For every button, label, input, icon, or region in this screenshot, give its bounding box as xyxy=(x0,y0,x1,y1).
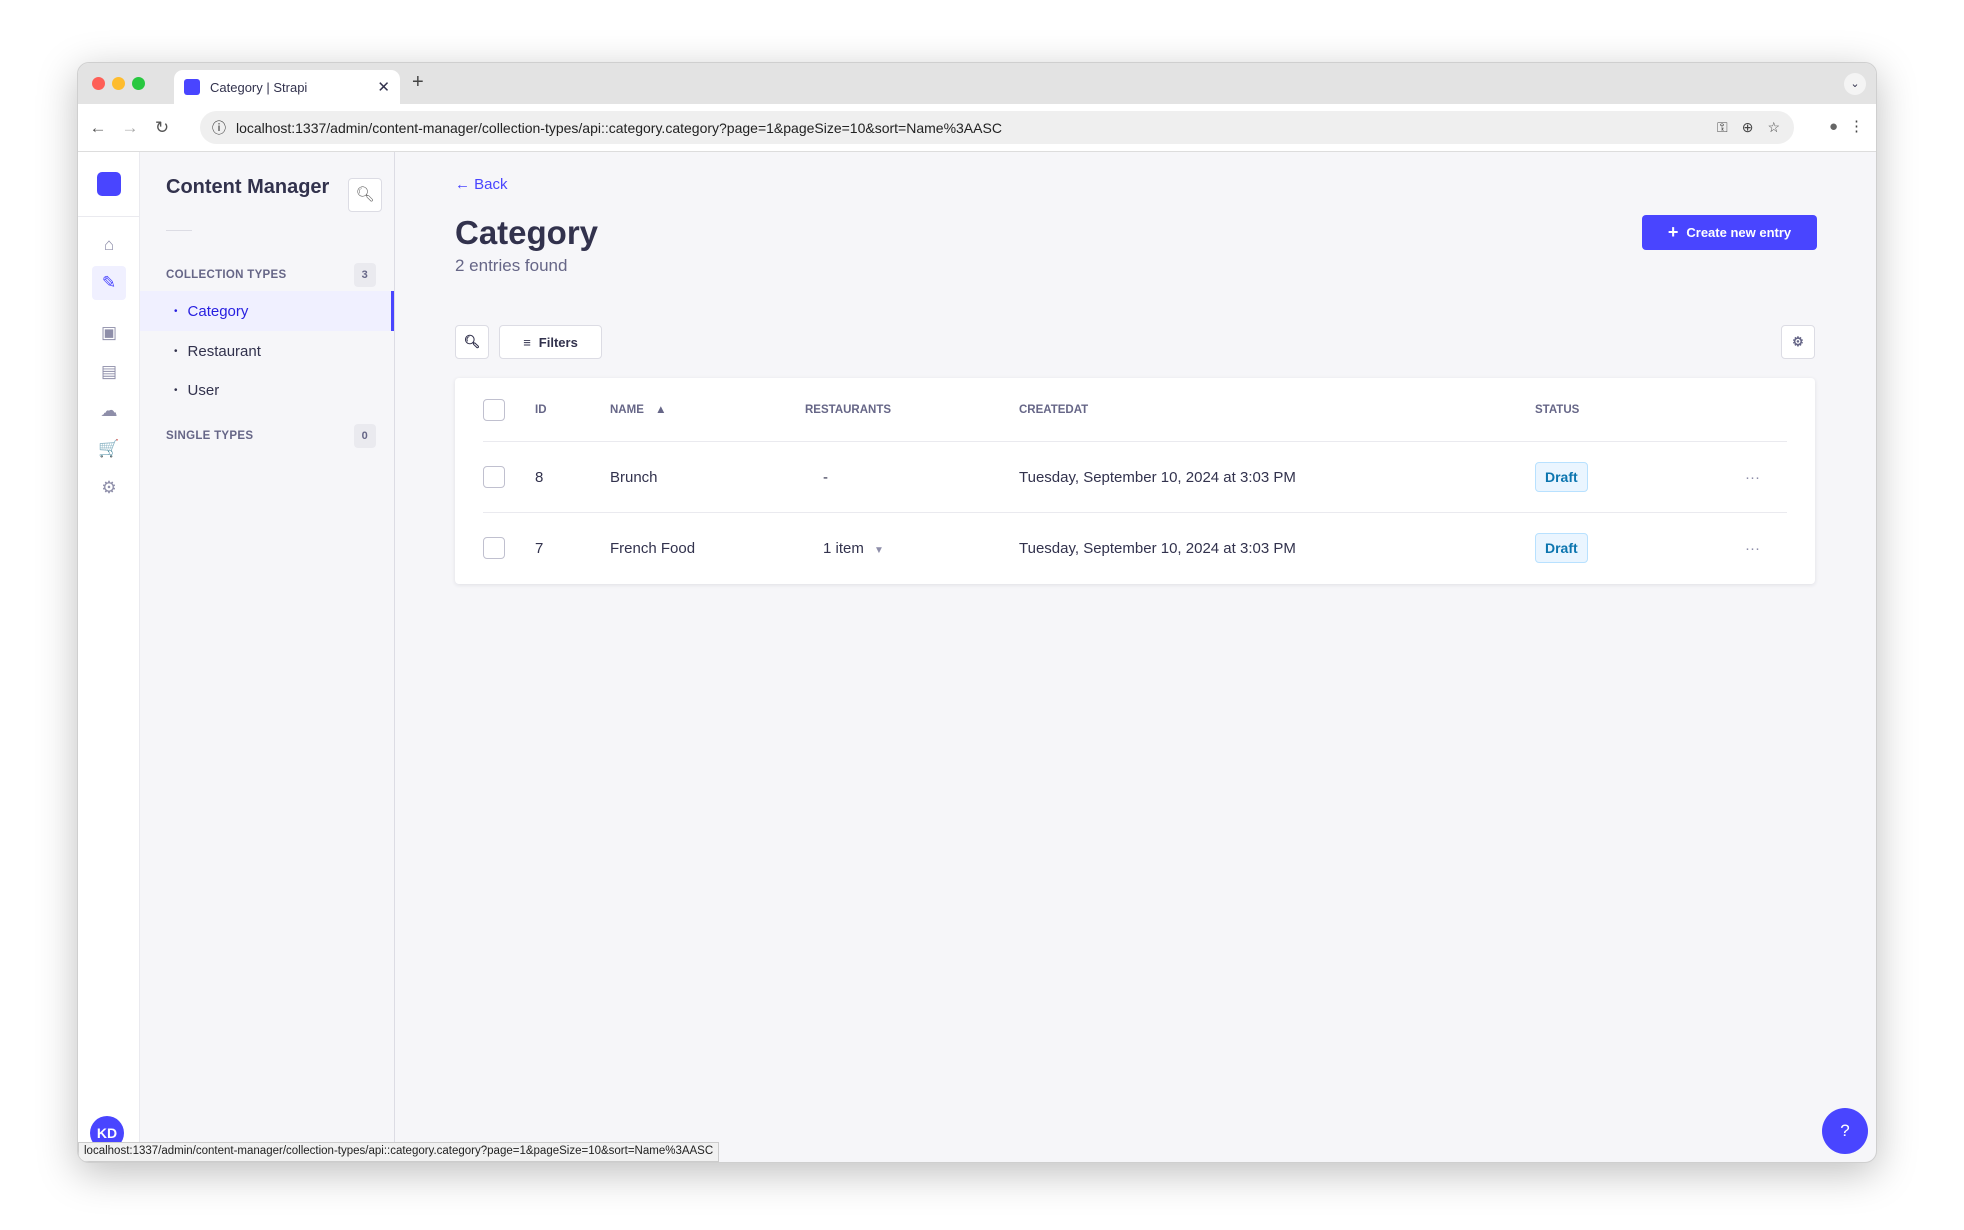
cell-name: French Food xyxy=(610,539,696,557)
sidebar-search-button[interactable]: 🔍︎ xyxy=(348,178,382,212)
cell-name: Brunch xyxy=(610,468,658,486)
close-window-button[interactable] xyxy=(92,77,105,90)
tab-search-chevron-icon[interactable]: ⌄ xyxy=(1844,73,1866,95)
sidebar-item-label: User xyxy=(187,381,220,399)
single-types-header: SINGLE TYPES 0 xyxy=(166,424,376,448)
filters-button[interactable]: ≡ Filters xyxy=(499,325,602,359)
chevron-down-icon: ▼ xyxy=(874,544,884,556)
forward-arrow-icon[interactable]: → xyxy=(121,117,139,137)
browser-tab[interactable]: Category | Strapi ✕ xyxy=(174,70,400,104)
section-label: COLLECTION TYPES xyxy=(166,269,287,281)
main-content: ← Back Category 2 entries found + Create … xyxy=(395,152,1876,1162)
tab-title: Category | Strapi xyxy=(210,79,308,95)
search-icon: 🔍︎ xyxy=(463,334,481,349)
sidebar-item-label: Restaurant xyxy=(187,342,261,360)
gear-icon: ⚙ xyxy=(1792,334,1804,349)
sidebar-item-restaurant[interactable]: • Restaurant xyxy=(174,342,261,360)
back-label: Back xyxy=(474,176,508,193)
restaurants-dropdown[interactable]: 1 item ▼ xyxy=(823,540,884,557)
cloud-icon[interactable]: ☁ xyxy=(100,401,118,420)
table-row[interactable]: 8 Brunch - Tuesday, September 10, 2024 a… xyxy=(483,441,1787,512)
main-nav: ⌂ ✎ ▣ ▤ ☁ 🛒 ⚙ KD xyxy=(78,152,140,1162)
strapi-logo[interactable] xyxy=(97,172,121,196)
marketplace-icon[interactable]: 🛒 xyxy=(98,439,120,458)
content-manager-sidebar: Content Manager 🔍︎ COLLECTION TYPES 3 • Ca… xyxy=(140,152,395,1162)
entries-count: 2 entries found xyxy=(455,256,568,275)
media-library-icon[interactable]: ▣ xyxy=(100,323,118,342)
url-text: localhost:1337/admin/content-manager/col… xyxy=(236,119,1002,136)
cell-createdat: Tuesday, September 10, 2024 at 3:03 PM xyxy=(1019,539,1296,557)
row-checkbox[interactable] xyxy=(483,466,505,488)
status-bar-url: localhost:1337/admin/content-manager/col… xyxy=(78,1142,720,1162)
list-settings-button[interactable]: ⚙ xyxy=(1781,325,1815,359)
new-tab-icon[interactable]: + xyxy=(412,71,424,93)
help-button[interactable]: ? xyxy=(1822,1108,1868,1154)
content-manager-icon[interactable]: ✎ xyxy=(92,266,126,300)
header-id[interactable]: ID xyxy=(535,403,547,416)
cell-id: 7 xyxy=(535,539,544,557)
status-badge: Draft xyxy=(1535,533,1588,563)
key-icon[interactable]: ⚿ xyxy=(1717,119,1728,135)
section-label: SINGLE TYPES xyxy=(166,430,254,442)
info-icon: ⓘ xyxy=(212,119,226,136)
sort-ascending-icon: ▲ xyxy=(655,403,667,416)
sidebar-title: Content Manager xyxy=(166,176,330,198)
address-bar: ← → ↻ ⓘ localhost:1337/admin/content-mana… xyxy=(78,104,1876,152)
header-label: NAME xyxy=(610,403,644,416)
minimize-window-button[interactable] xyxy=(112,77,125,90)
settings-icon[interactable]: ⚙ xyxy=(101,478,117,497)
collection-types-header: COLLECTION TYPES 3 xyxy=(166,263,376,287)
browser-menu-icon[interactable]: ⋮ xyxy=(1849,118,1864,135)
sidebar-item-label: Category xyxy=(187,302,249,320)
more-actions-icon[interactable]: ··· xyxy=(1745,468,1760,486)
header-name[interactable]: NAME ▲ xyxy=(610,404,666,416)
profile-icon[interactable]: ● xyxy=(1828,118,1838,135)
table-row[interactable]: 7 French Food 1 item ▼ Tuesday, Septembe… xyxy=(483,512,1787,583)
count-badge: 0 xyxy=(353,424,376,448)
header-status: STATUS xyxy=(1535,403,1580,416)
table-header: ID NAME ▲ RESTAURANTS CREATEDAT STATUS xyxy=(483,378,1787,441)
back-link[interactable]: ← Back xyxy=(455,176,508,193)
sidebar-item-category[interactable]: • Category xyxy=(140,291,394,331)
strapi-favicon-icon xyxy=(184,79,200,95)
create-new-entry-button[interactable]: + Create new entry xyxy=(1642,215,1817,250)
select-all-checkbox[interactable] xyxy=(483,398,505,421)
maximize-window-button[interactable] xyxy=(132,77,145,90)
plus-icon: + xyxy=(1667,222,1679,242)
header-createdat[interactable]: CREATEDAT xyxy=(1019,403,1089,416)
more-actions-icon[interactable]: ··· xyxy=(1745,539,1760,557)
entries-table: ID NAME ▲ RESTAURANTS CREATEDAT STATUS 8… xyxy=(455,378,1815,584)
page-title: Category xyxy=(455,214,599,251)
zoom-icon[interactable]: ⊕ xyxy=(1741,119,1754,135)
home-icon[interactable]: ⌂ xyxy=(103,235,115,254)
filter-icon: ≡ xyxy=(523,334,531,350)
search-button[interactable]: 🔍︎ xyxy=(455,325,489,359)
divider xyxy=(166,230,192,231)
reload-icon[interactable]: ↻ xyxy=(154,117,170,137)
star-icon[interactable]: ☆ xyxy=(1767,119,1780,135)
url-input[interactable]: ⓘ localhost:1337/admin/content-manager/co… xyxy=(200,111,1794,144)
cell-restaurants: 1 item xyxy=(823,539,864,557)
tab-bar: Category | Strapi ✕ + ⌄ xyxy=(78,63,1876,104)
cell-createdat: Tuesday, September 10, 2024 at 3:03 PM xyxy=(1019,468,1296,486)
status-badge: Draft xyxy=(1535,462,1588,492)
filters-label: Filters xyxy=(538,334,578,350)
count-badge: 3 xyxy=(353,263,376,287)
row-checkbox[interactable] xyxy=(483,537,505,559)
cell-restaurants: - xyxy=(823,468,828,486)
create-label: Create new entry xyxy=(1686,225,1792,240)
cell-id: 8 xyxy=(535,468,544,486)
header-restaurants: RESTAURANTS xyxy=(805,403,892,416)
sidebar-item-user[interactable]: • User xyxy=(174,381,220,399)
back-arrow-icon[interactable]: ← xyxy=(89,117,107,137)
browser-window: Category | Strapi ✕ + ⌄ ← → ↻ ⓘ localhost:… xyxy=(77,62,1877,1163)
close-tab-icon[interactable]: ✕ xyxy=(377,79,390,96)
content-type-builder-icon[interactable]: ▤ xyxy=(100,362,118,381)
